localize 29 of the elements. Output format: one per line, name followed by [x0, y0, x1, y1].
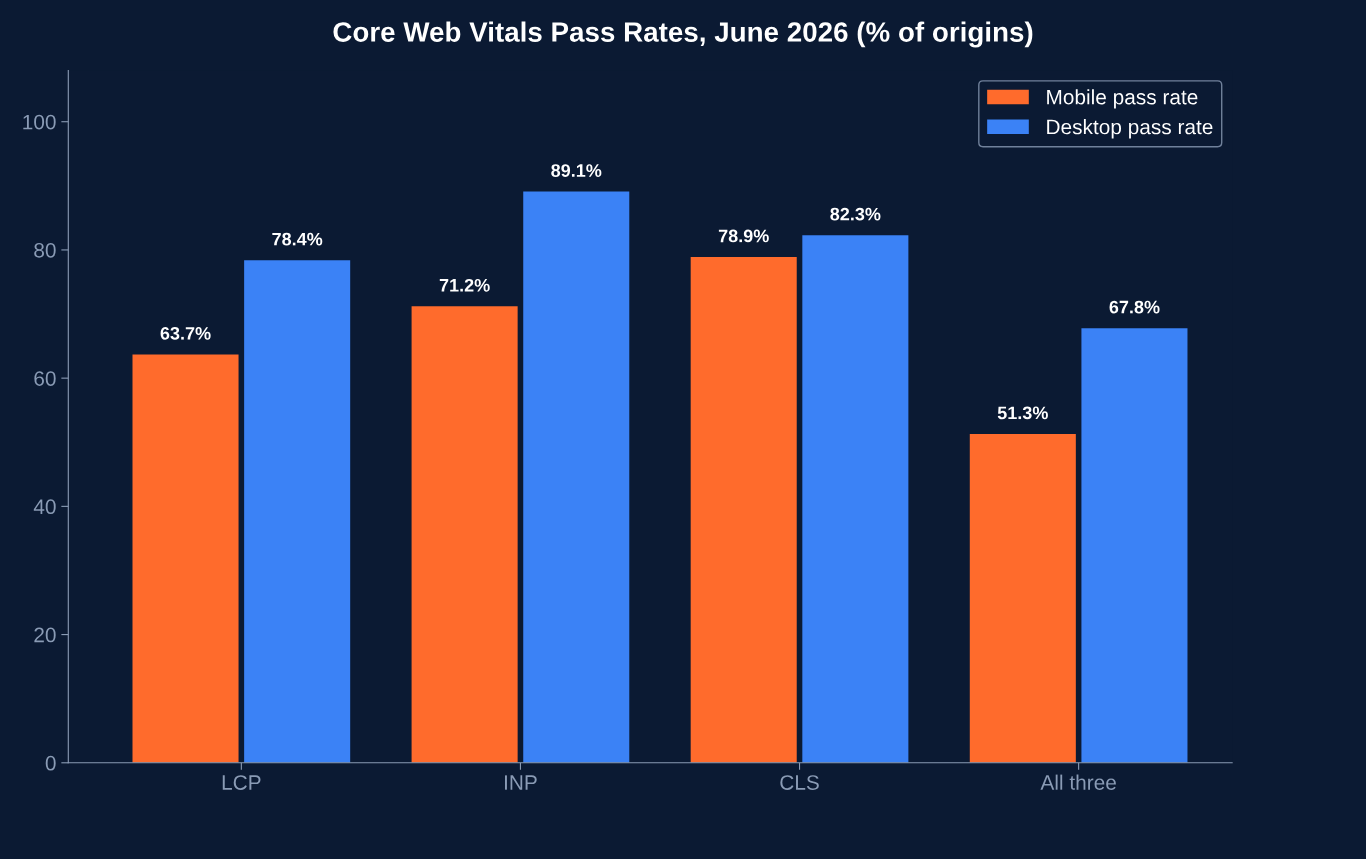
y-tick-label: 100: [23, 114, 56, 130]
x-tick-label: CLS: [780, 775, 819, 790]
text: 89.1%: [551, 164, 602, 177]
legend-label: Mobile pass rate: [1047, 89, 1198, 109]
x-tick-label: LCP: [222, 775, 261, 790]
text: 63.7%: [160, 326, 211, 340]
bar: [132, 354, 239, 763]
text: 71.2%: [439, 278, 490, 292]
x-tick-label: All three: [1040, 774, 1116, 790]
text: 67.8%: [1109, 300, 1160, 314]
text: 78.4%: [272, 232, 323, 246]
x-tick-label: INP: [505, 775, 537, 790]
text: 78.9%: [718, 229, 769, 243]
y-tick-label: 20: [34, 627, 56, 643]
text: 51.3%: [997, 406, 1048, 420]
chart-title: Core Web Vitals Pass Rates, June 2026 (% of origins): [333, 21, 1033, 48]
text: 82.3%: [830, 207, 881, 221]
y-tick-label: 40: [33, 499, 56, 515]
y-tick-label: 0: [45, 755, 56, 771]
y-tick-label: 80: [34, 242, 56, 258]
y-tick-label: 60: [34, 371, 56, 386]
bar: [411, 306, 518, 763]
bar: [1081, 328, 1188, 763]
bar: [802, 235, 909, 763]
bar: [523, 191, 630, 763]
bar: [969, 433, 1076, 763]
legend-label: Desktop pass rate: [1047, 119, 1213, 139]
bar: [690, 256, 797, 763]
bar: [244, 260, 351, 763]
